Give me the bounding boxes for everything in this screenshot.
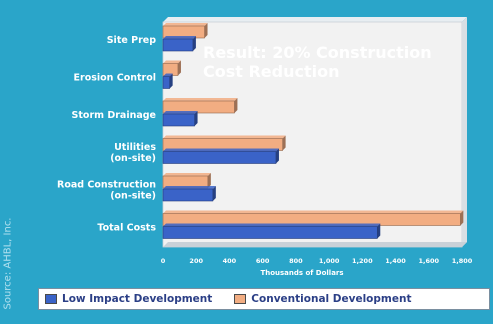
- x-tick-label-600: 600: [256, 257, 270, 265]
- legend-swatch-low-impact: [45, 294, 57, 304]
- x-tick-label-1-000: 1,000: [319, 257, 340, 265]
- legend-item-low-impact: Low Impact Development: [45, 293, 212, 305]
- category-label-utilities-on-site: Utilities (on-site): [110, 142, 156, 164]
- category-label-road-construction-on-site: Road Construction (on-site): [57, 179, 156, 201]
- x-tick-label-1-400: 1,400: [385, 257, 406, 265]
- plot-floor: [163, 242, 467, 247]
- legend: Low Impact Development Conventional Deve…: [38, 288, 490, 310]
- x-tick-label-800: 800: [289, 257, 303, 265]
- legend-swatch-conventional: [234, 294, 247, 304]
- bar-chart: Site Prep Erosion Control Storm Drainage Ut…: [57, 17, 473, 277]
- category-label-storm-drainage: Storm Drainage: [72, 110, 156, 121]
- bar-road-construction-on-site-low-impact-development: [162, 186, 216, 202]
- bar-storm-drainage-conventional-development: [162, 98, 238, 114]
- bar-erosion-control-low-impact-development: [162, 73, 173, 89]
- category-label-erosion-control: Erosion Control: [74, 72, 156, 83]
- x-tick-label-1-200: 1,200: [352, 257, 373, 265]
- bar-total-costs-conventional-development: [162, 210, 464, 226]
- bar-utilities-on-site-low-impact-development: [162, 148, 279, 164]
- bar-utilities-on-site-conventional-development: [162, 135, 286, 151]
- legend-label-conventional: Conventional Development: [251, 293, 412, 305]
- x-tick-label-1-800: 1,800: [452, 257, 473, 265]
- category-label-site-prep: Site Prep: [107, 35, 156, 46]
- plot-area: [162, 21, 463, 248]
- bar-erosion-control-conventional-development: [162, 60, 181, 76]
- bar-site-prep-conventional-development: [162, 23, 208, 39]
- plot-side-wall: [462, 17, 467, 247]
- x-tick-label-1-600: 1,600: [418, 257, 439, 265]
- x-tick-label-0: 0: [161, 257, 166, 265]
- result-annotation: Result: 20% Construction Cost Reduction: [203, 43, 432, 81]
- bar-road-construction-on-site-conventional-development: [162, 173, 211, 189]
- category-label-total-costs: Total Costs: [97, 222, 156, 233]
- bar-site-prep-low-impact-development: [162, 36, 196, 52]
- bar-storm-drainage-low-impact-development: [162, 111, 198, 127]
- x-tick-label-400: 400: [223, 257, 237, 265]
- x-tick-label-200: 200: [189, 257, 203, 265]
- legend-label-low-impact: Low Impact Development: [62, 293, 213, 305]
- legend-item-conventional: Conventional Development: [234, 293, 411, 305]
- bar-total-costs-low-impact-development: [162, 223, 381, 239]
- x-axis-title: Thousands of Dollars: [260, 269, 343, 277]
- plot-top-edge: [163, 17, 467, 22]
